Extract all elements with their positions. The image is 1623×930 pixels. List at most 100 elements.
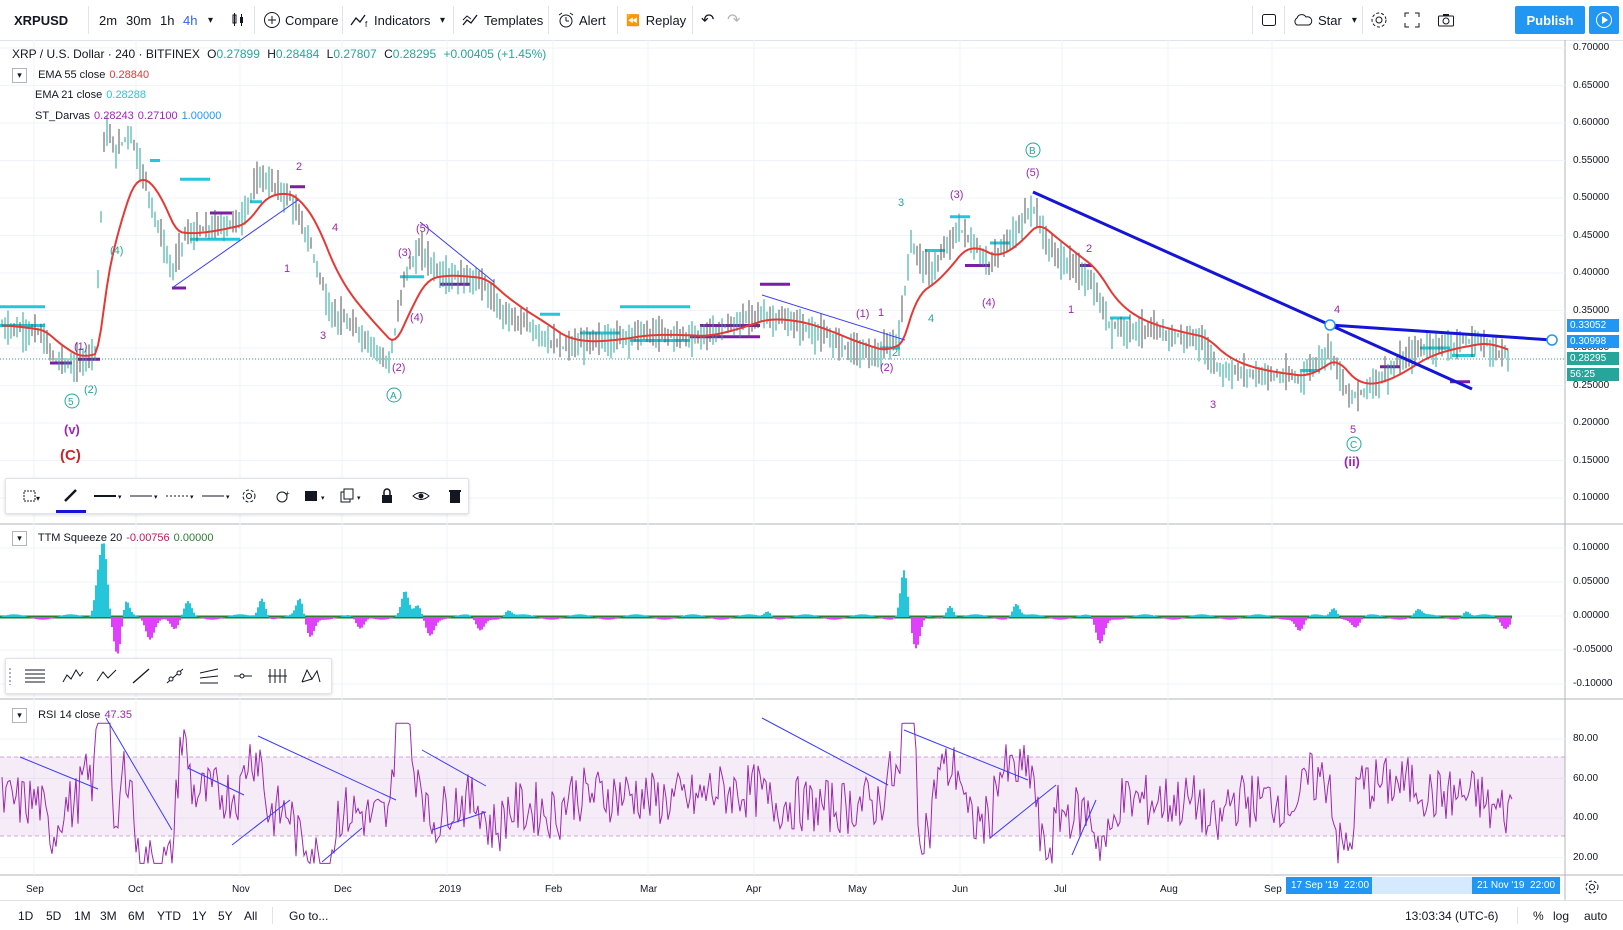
rsi-trendline[interactable]: [321, 827, 363, 863]
pattern-tool-button[interactable]: [296, 659, 326, 693]
horizontal-ray-button[interactable]: [228, 659, 258, 693]
alert-tool-button[interactable]: +: [268, 479, 298, 513]
indicators-dropdown[interactable]: ▾: [440, 14, 446, 26]
rsi-trendline[interactable]: [257, 735, 397, 801]
pattern-tools-toolbar[interactable]: [5, 658, 332, 694]
thin-trendline[interactable]: [171, 199, 299, 289]
ema55-legend[interactable]: ▾ EMA 55 close 0.28840: [12, 68, 153, 83]
settings-button[interactable]: [234, 479, 264, 513]
trendline-handle[interactable]: [1324, 319, 1336, 331]
interval-2m[interactable]: 2m: [99, 12, 118, 28]
ray-tool-button[interactable]: [160, 659, 190, 693]
floating-drawing-toolbar[interactable]: ▾ ▾ ▾ ▾ ▾ + ▾ ▾: [5, 478, 469, 514]
thin-trendline[interactable]: [419, 221, 495, 283]
range-1m[interactable]: 1M: [74, 908, 91, 923]
range-1d[interactable]: 1D: [18, 908, 34, 923]
redo-button[interactable]: ↷: [727, 0, 740, 40]
divider: [1252, 6, 1253, 34]
rsi-legend[interactable]: ▾ RSI 14 close 47.35: [12, 708, 136, 723]
divider: [548, 6, 549, 34]
interval-30m[interactable]: 30m: [126, 12, 152, 28]
rsi-trendline[interactable]: [105, 717, 173, 831]
clock[interactable]: 13:03:34 (UTC-6): [1405, 908, 1499, 923]
wave-label: (4): [982, 297, 995, 309]
collapse-legend-button[interactable]: ▾: [12, 68, 27, 83]
line-style-button[interactable]: ▾: [164, 479, 198, 513]
channel-tool-button[interactable]: [194, 659, 224, 693]
drag-handle[interactable]: [8, 667, 12, 685]
snapshot-button[interactable]: [1437, 0, 1455, 40]
trendline[interactable]: [1032, 190, 1331, 327]
ttm-legend[interactable]: ▾ TTM Squeeze 20 -0.00756 0.00000: [12, 531, 217, 546]
chart-type-button[interactable]: [230, 0, 246, 40]
rsi-trendline[interactable]: [761, 717, 889, 786]
undo-button[interactable]: ↶: [701, 0, 714, 40]
settings-button[interactable]: [1370, 0, 1388, 40]
price-axis-label: 0.20000: [1573, 417, 1610, 428]
replay-button[interactable]: ⏪ Replay: [626, 0, 686, 40]
trendline-tool-button[interactable]: [126, 659, 156, 693]
fullscreen-button[interactable]: [1404, 0, 1420, 40]
collapse-legend-button[interactable]: ▾: [12, 708, 27, 723]
interval-1h[interactable]: 1h: [160, 12, 175, 28]
rsi-trendline[interactable]: [19, 756, 99, 790]
rsi-trendline[interactable]: [431, 811, 487, 831]
line-color-button[interactable]: ▾: [92, 479, 126, 513]
alert-button[interactable]: Alert: [557, 0, 606, 40]
rsi-trendline[interactable]: [1071, 799, 1097, 856]
collapse-legend-button[interactable]: ▾: [12, 531, 27, 546]
trendline[interactable]: [1329, 323, 1473, 391]
wave-label: 4: [1334, 304, 1340, 316]
range-5y[interactable]: 5Y: [218, 908, 233, 923]
pencil-tool-button[interactable]: [56, 479, 86, 513]
publish-options-button[interactable]: [1589, 6, 1619, 34]
range-1y[interactable]: 1Y: [192, 908, 207, 923]
rsi-trendline[interactable]: [231, 799, 291, 846]
line-width-button[interactable]: ▾: [128, 479, 162, 513]
rsi-trendline[interactable]: [187, 767, 245, 796]
interval-4h[interactable]: 4h: [183, 12, 198, 28]
range-ytd[interactable]: YTD: [157, 908, 181, 923]
delete-button[interactable]: [440, 479, 470, 513]
lock-button[interactable]: [372, 479, 402, 513]
rsi-trendlines[interactable]: [19, 717, 1097, 863]
highlight-time: 22:00: [1530, 880, 1556, 891]
range-all[interactable]: All: [244, 908, 258, 923]
range-5d[interactable]: 5D: [46, 908, 62, 923]
darvas-value-2: 0.27100: [137, 110, 178, 122]
indicators-button[interactable]: f Indicators: [350, 0, 430, 40]
interval-dropdown[interactable]: ▾: [208, 14, 214, 26]
select-tool-button[interactable]: ▾: [18, 479, 48, 513]
line-end-button[interactable]: ▾: [200, 479, 234, 513]
auto-scale-toggle[interactable]: auto: [1584, 908, 1608, 923]
ttm-axis-label: -0.05000: [1573, 644, 1613, 655]
templates-button[interactable]: Templates: [462, 0, 543, 40]
gann-tool-button[interactable]: [262, 659, 292, 693]
clone-tool-button[interactable]: ▾: [336, 479, 370, 513]
thin-trendline[interactable]: [761, 294, 906, 341]
log-scale-toggle[interactable]: log: [1553, 908, 1570, 923]
trendline-handle[interactable]: [1546, 334, 1558, 346]
goto-button[interactable]: Go to...: [289, 908, 329, 923]
percent-scale-toggle[interactable]: %: [1533, 908, 1544, 923]
rsi-trendline[interactable]: [903, 729, 1029, 781]
darvas-legend[interactable]: ST_Darvas 0.28243 0.27100 1.00000: [35, 110, 225, 122]
range-3m[interactable]: 3M: [100, 908, 117, 923]
elliott-correction-button[interactable]: [92, 659, 122, 693]
trendline[interactable]: [1329, 323, 1553, 342]
symbol-search[interactable]: XRPUSD: [14, 12, 69, 28]
range-6m[interactable]: 6M: [128, 908, 145, 923]
elliott-impulse-button[interactable]: [58, 659, 88, 693]
ema21-legend[interactable]: EMA 21 close 0.28288: [35, 89, 150, 101]
fullscreen-toggle-button[interactable]: [1261, 0, 1277, 40]
compare-button[interactable]: Compare: [263, 0, 338, 40]
template-tool-button[interactable]: ▾: [300, 479, 334, 513]
chart-settings-button[interactable]: [1584, 879, 1600, 898]
fib-tool-button[interactable]: [20, 659, 50, 693]
rsi-trendline[interactable]: [989, 784, 1057, 839]
rsi-trendline[interactable]: [421, 749, 487, 787]
star-button[interactable]: Star ▾: [1292, 0, 1357, 40]
publish-button[interactable]: Publish: [1515, 6, 1585, 34]
visibility-button[interactable]: [406, 479, 436, 513]
